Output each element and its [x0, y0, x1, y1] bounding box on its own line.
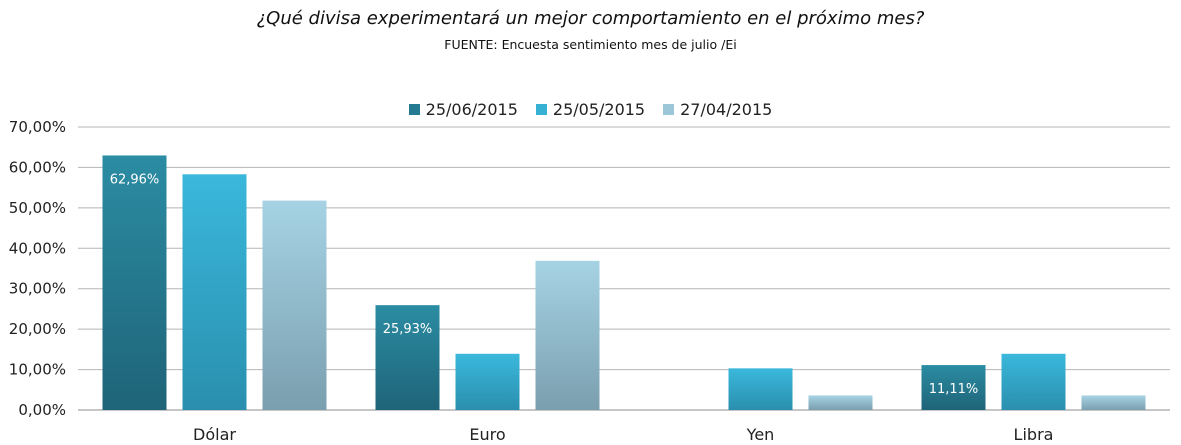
bar-1 [375, 305, 440, 410]
y-tick-label: 10,00% [9, 361, 66, 379]
bar-3 [535, 260, 600, 410]
y-tick-label: 30,00% [9, 280, 66, 298]
legend-item-series-3: 27/04/2015 [663, 100, 772, 119]
legend-label-series-1: 25/06/2015 [425, 100, 518, 119]
bar-2 [1001, 353, 1066, 410]
bar-1 [102, 155, 167, 410]
data-label: 25,93% [383, 322, 433, 337]
legend-item-series-2: 25/05/2015 [535, 100, 646, 119]
legend-swatch-series-3 [663, 104, 675, 115]
legend-item-series-1: 25/06/2015 [408, 100, 518, 119]
chart-subtitle: FUENTE: Encuesta sentimiento mes de juli… [444, 37, 737, 52]
y-tick-label: 50,00% [9, 199, 66, 217]
y-tick-label: 20,00% [9, 320, 66, 338]
bar-3 [808, 395, 873, 410]
legend-swatch-series-2 [535, 104, 547, 115]
data-label: 62,96% [110, 172, 160, 187]
x-tick-label: Dólar [193, 425, 236, 444]
legend-label-series-2: 25/05/2015 [552, 100, 646, 119]
chart-legend: 25/06/2015 25/05/2015 27/04/2015 [0, 100, 1181, 119]
x-tick-label: Libra [1014, 425, 1054, 444]
bar-1 [921, 365, 986, 410]
legend-label-series-3: 27/04/2015 [680, 100, 773, 119]
y-tick-label: 70,00% [9, 118, 66, 136]
x-tick-label: Yen [746, 425, 775, 444]
bar-3 [262, 200, 327, 410]
data-label: 11,11% [929, 382, 979, 397]
y-tick-label: 40,00% [9, 239, 66, 257]
bar-2 [728, 368, 793, 410]
bar-2 [182, 174, 247, 410]
x-tick-label: Euro [469, 425, 505, 444]
bar-2 [455, 353, 520, 410]
y-tick-label: 60,00% [9, 158, 66, 176]
chart-title: ¿Qué divisa experimentará un mejor compo… [256, 8, 925, 29]
legend-swatch-series-1 [408, 104, 420, 115]
bar-3 [1081, 395, 1146, 410]
y-tick-label: 0,00% [18, 401, 66, 419]
